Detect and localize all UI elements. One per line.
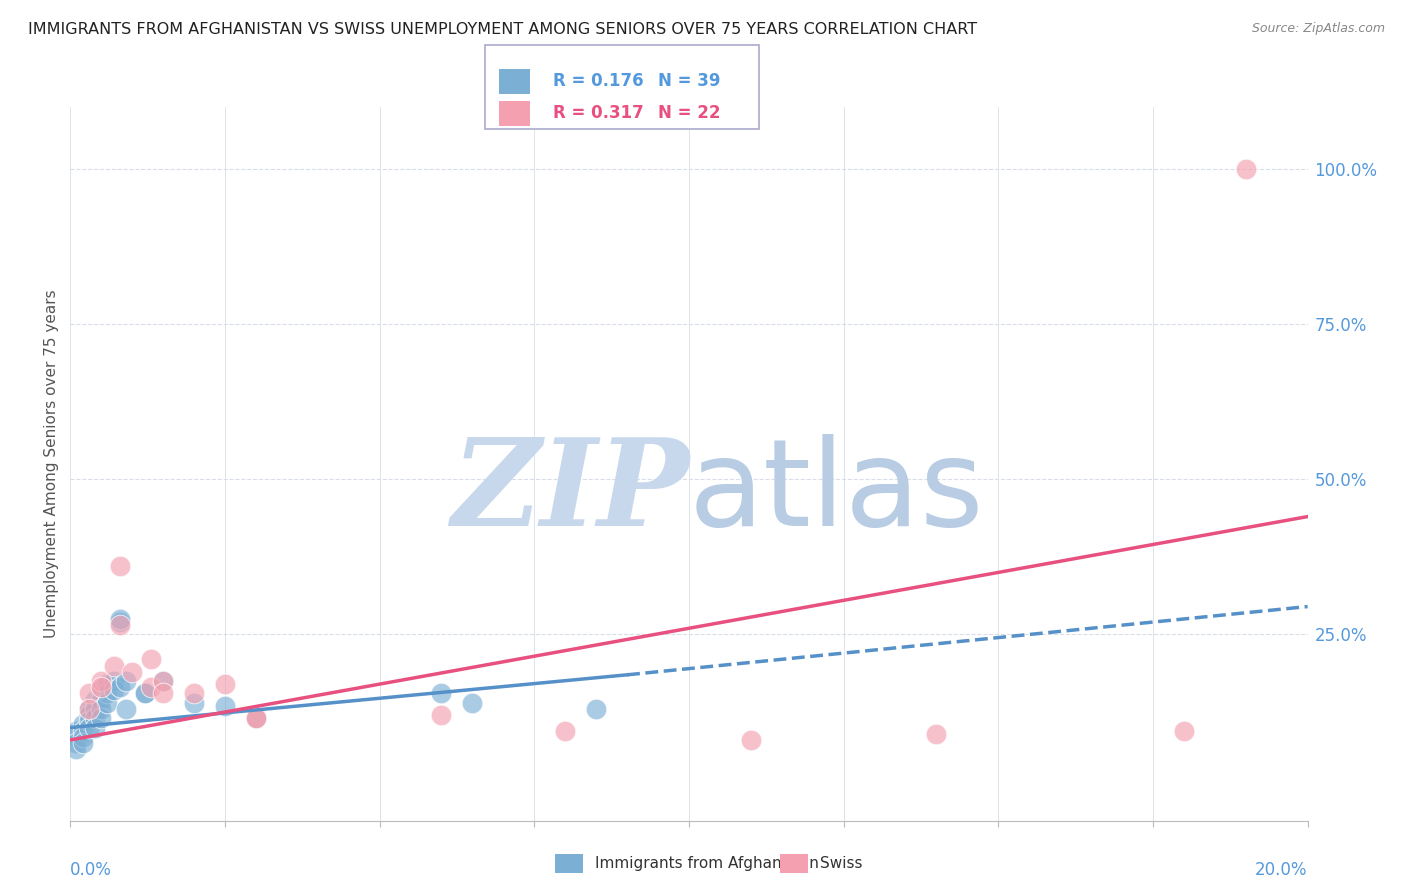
Y-axis label: Unemployment Among Seniors over 75 years: Unemployment Among Seniors over 75 years [44,290,59,638]
Point [84,702,107,716]
Point [84,692,107,706]
Point [103,673,125,688]
Point [740,733,762,747]
Point [139,652,162,666]
Text: IMMIGRANTS FROM AFGHANISTAN VS SWISS UNEMPLOYMENT AMONG SENIORS OVER 75 YEARS CO: IMMIGRANTS FROM AFGHANISTAN VS SWISS UNE… [28,22,977,37]
Point [1173,723,1195,738]
Point [108,618,131,632]
Point [183,686,205,700]
Point [121,665,143,679]
Point [430,686,453,700]
Text: Immigrants from Afghanistan: Immigrants from Afghanistan [595,856,818,871]
Point [65,736,87,750]
Point [134,686,156,700]
Point [103,658,125,673]
Point [96,686,118,700]
Point [245,711,267,725]
Text: R = 0.317: R = 0.317 [553,103,644,121]
Point [72,723,94,738]
Point [108,680,131,694]
Point [108,559,131,574]
Point [72,730,94,744]
Text: Source: ZipAtlas.com: Source: ZipAtlas.com [1251,22,1385,36]
Point [72,736,94,750]
Text: R = 0.176: R = 0.176 [553,72,643,90]
Point [103,683,125,698]
Point [152,673,174,688]
Point [214,677,236,691]
Point [134,686,156,700]
Point [77,708,100,723]
Text: 20.0%: 20.0% [1256,861,1308,879]
Point [90,683,112,698]
Point [77,714,100,729]
Point [72,717,94,731]
Point [65,730,87,744]
Point [108,612,131,626]
Text: atlas: atlas [689,434,984,551]
Point [139,680,162,694]
Point [214,698,236,713]
Point [585,702,607,716]
Point [90,680,112,694]
Point [430,708,453,723]
Point [77,702,100,716]
Point [1234,162,1257,177]
Point [245,711,267,725]
Text: ZIP: ZIP [451,434,689,551]
Point [461,696,484,710]
Point [77,721,100,735]
Text: Swiss: Swiss [820,856,862,871]
Point [554,723,576,738]
Point [84,721,107,735]
Point [84,711,107,725]
Point [65,723,87,738]
Point [96,677,118,691]
Text: N = 22: N = 22 [658,103,720,121]
Point [90,711,112,725]
Point [90,692,112,706]
Point [115,673,138,688]
Point [90,702,112,716]
Point [245,711,267,725]
Text: N = 39: N = 39 [658,72,720,90]
Point [115,702,138,716]
Point [925,727,948,741]
Point [108,615,131,629]
Point [152,686,174,700]
Text: 0.0%: 0.0% [70,861,112,879]
Point [77,686,100,700]
Point [152,673,174,688]
Point [90,673,112,688]
Point [65,742,87,756]
Point [183,696,205,710]
Point [77,702,100,716]
Point [96,696,118,710]
